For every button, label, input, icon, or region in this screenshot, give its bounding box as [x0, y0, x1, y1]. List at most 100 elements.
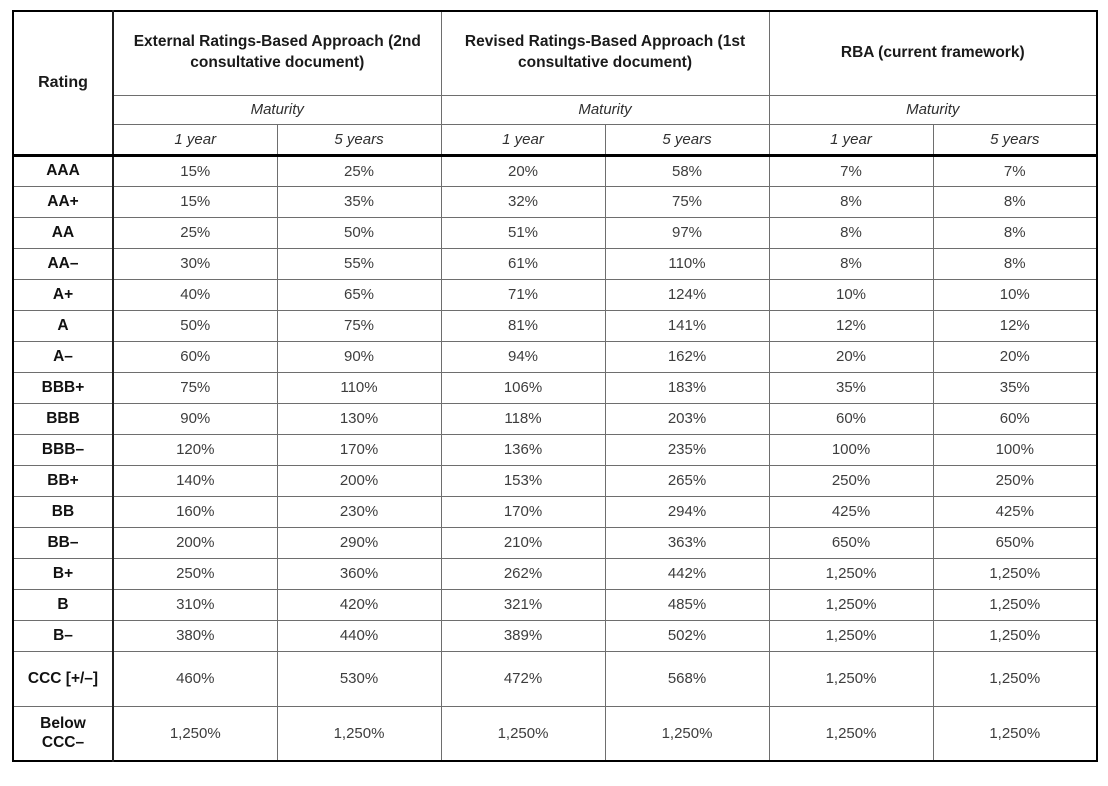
- value-cell: 65%: [276, 278, 442, 311]
- table-row: BB+ 140% 200% 153% 265% 250% 250%: [12, 464, 1098, 497]
- value-cell: 94%: [440, 340, 606, 373]
- value-cell: 262%: [440, 557, 606, 590]
- group-header-revised-rba: Revised Ratings-Based Approach (1st cons…: [440, 10, 770, 96]
- value-cell: 130%: [276, 402, 442, 435]
- rating-cell: BB: [12, 495, 114, 528]
- value-cell: 110%: [604, 247, 770, 280]
- table-row: A 50% 75% 81% 141% 12% 12%: [12, 309, 1098, 342]
- value-cell: 10%: [932, 278, 1098, 311]
- value-cell: 90%: [276, 340, 442, 373]
- value-cell: 183%: [604, 371, 770, 404]
- value-cell: 141%: [604, 309, 770, 342]
- value-cell: 650%: [768, 526, 934, 559]
- value-cell: 1,250%: [932, 557, 1098, 590]
- table-row: AA 25% 50% 51% 97% 8% 8%: [12, 216, 1098, 249]
- column-header-5-years: 5 years: [604, 123, 770, 156]
- rating-cell: B+: [12, 557, 114, 590]
- value-cell: 294%: [604, 495, 770, 528]
- value-cell: 35%: [932, 371, 1098, 404]
- value-cell: 1,250%: [768, 588, 934, 621]
- rating-cell: AA+: [12, 185, 114, 218]
- table-row: A– 60% 90% 94% 162% 20% 20%: [12, 340, 1098, 373]
- value-cell: 425%: [768, 495, 934, 528]
- value-cell: 1,250%: [440, 705, 606, 762]
- table-row: BB 160% 230% 170% 294% 425% 425%: [12, 495, 1098, 528]
- table-row: B+ 250% 360% 262% 442% 1,250% 1,250%: [12, 557, 1098, 590]
- value-cell: 90%: [112, 402, 278, 435]
- value-cell: 35%: [768, 371, 934, 404]
- risk-weight-table: Rating External Ratings-Based Approach (…: [12, 10, 1098, 762]
- value-cell: 1,250%: [112, 705, 278, 762]
- rating-cell: BB–: [12, 526, 114, 559]
- value-cell: 1,250%: [932, 588, 1098, 621]
- value-cell: 61%: [440, 247, 606, 280]
- rating-cell: AA: [12, 216, 114, 249]
- value-cell: 502%: [604, 619, 770, 652]
- value-cell: 1,250%: [768, 650, 934, 707]
- table-row: Below CCC– 1,250% 1,250% 1,250% 1,250% 1,250%…: [12, 705, 1098, 762]
- value-cell: 1,250%: [932, 650, 1098, 707]
- column-header-5-years: 5 years: [276, 123, 442, 156]
- value-cell: 40%: [112, 278, 278, 311]
- value-cell: 1,250%: [604, 705, 770, 762]
- table-header: Rating External Ratings-Based Approach (…: [12, 10, 1098, 156]
- value-cell: 75%: [604, 185, 770, 218]
- maturity-label: Maturity: [768, 94, 1098, 125]
- value-cell: 1,250%: [932, 705, 1098, 762]
- value-cell: 50%: [112, 309, 278, 342]
- column-header-1-year: 1 year: [768, 123, 934, 156]
- value-cell: 250%: [932, 464, 1098, 497]
- value-cell: 380%: [112, 619, 278, 652]
- value-cell: 485%: [604, 588, 770, 621]
- value-cell: 389%: [440, 619, 606, 652]
- value-cell: 8%: [768, 216, 934, 249]
- value-cell: 12%: [768, 309, 934, 342]
- rating-cell: BB+: [12, 464, 114, 497]
- value-cell: 442%: [604, 557, 770, 590]
- value-cell: 170%: [440, 495, 606, 528]
- table-row: AA– 30% 55% 61% 110% 8% 8%: [12, 247, 1098, 280]
- value-cell: 100%: [768, 433, 934, 466]
- value-cell: 75%: [112, 371, 278, 404]
- value-cell: 235%: [604, 433, 770, 466]
- rating-cell: B–: [12, 619, 114, 652]
- rating-cell: Below CCC–: [12, 705, 114, 762]
- value-cell: 530%: [276, 650, 442, 707]
- header-row-maturity: Maturity Maturity Maturity: [13, 94, 1098, 125]
- value-cell: 30%: [112, 247, 278, 280]
- value-cell: 200%: [112, 526, 278, 559]
- value-cell: 8%: [768, 247, 934, 280]
- value-cell: 460%: [112, 650, 278, 707]
- value-cell: 25%: [112, 216, 278, 249]
- value-cell: 360%: [276, 557, 442, 590]
- maturity-label: Maturity: [440, 94, 770, 125]
- value-cell: 153%: [440, 464, 606, 497]
- value-cell: 7%: [932, 154, 1098, 187]
- value-cell: 136%: [440, 433, 606, 466]
- value-cell: 7%: [768, 154, 934, 187]
- rating-cell: CCC [+/–]: [12, 650, 114, 707]
- rating-cell: BBB+: [12, 371, 114, 404]
- value-cell: 170%: [276, 433, 442, 466]
- value-cell: 568%: [604, 650, 770, 707]
- value-cell: 1,250%: [932, 619, 1098, 652]
- value-cell: 71%: [440, 278, 606, 311]
- rating-cell: A–: [12, 340, 114, 373]
- column-header-1-year: 1 year: [440, 123, 606, 156]
- value-cell: 20%: [932, 340, 1098, 373]
- value-cell: 10%: [768, 278, 934, 311]
- value-cell: 1,250%: [768, 619, 934, 652]
- value-cell: 58%: [604, 154, 770, 187]
- value-cell: 200%: [276, 464, 442, 497]
- value-cell: 321%: [440, 588, 606, 621]
- table-row: BBB– 120% 170% 136% 235% 100% 100%: [12, 433, 1098, 466]
- value-cell: 32%: [440, 185, 606, 218]
- value-cell: 265%: [604, 464, 770, 497]
- value-cell: 60%: [112, 340, 278, 373]
- table-row: BB– 200% 290% 210% 363% 650% 650%: [12, 526, 1098, 559]
- value-cell: 55%: [276, 247, 442, 280]
- value-cell: 210%: [440, 526, 606, 559]
- value-cell: 290%: [276, 526, 442, 559]
- maturity-label: Maturity: [112, 94, 442, 125]
- value-cell: 310%: [112, 588, 278, 621]
